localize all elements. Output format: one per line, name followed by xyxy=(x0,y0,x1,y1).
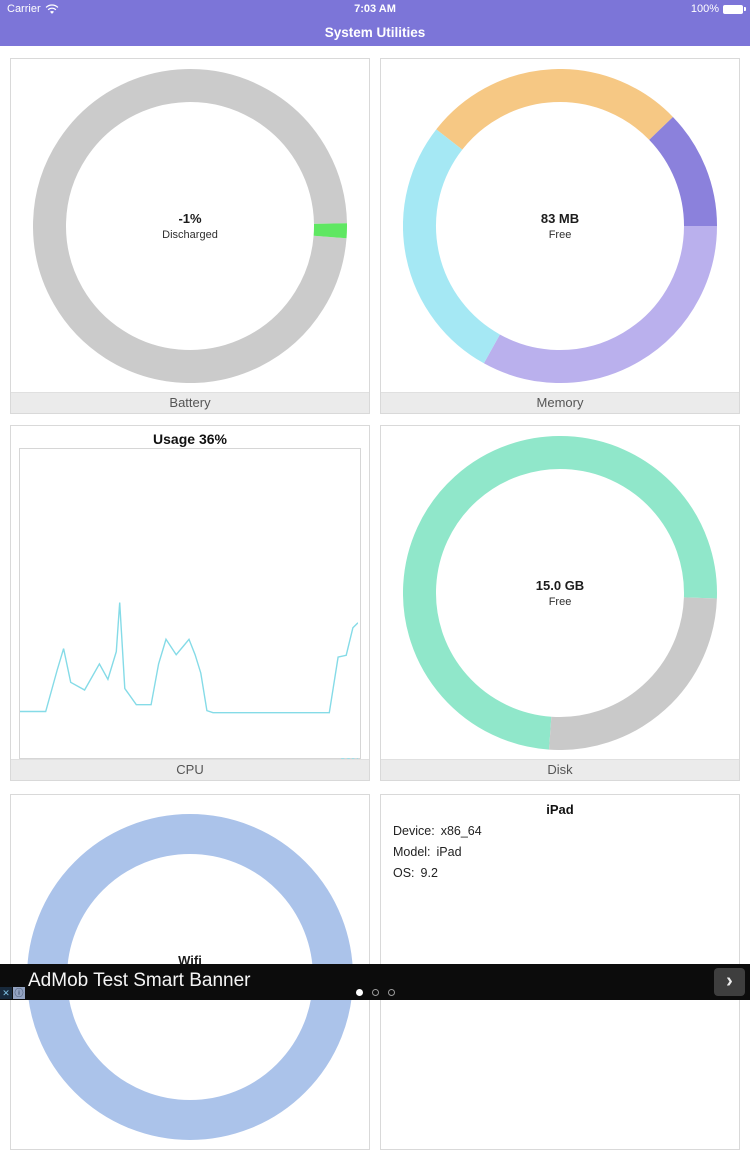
battery-donut-chart-svg xyxy=(33,69,347,383)
clock: 7:03 AM xyxy=(354,3,396,15)
model-row: Model: iPad xyxy=(393,842,727,863)
memory-card-footer: Memory xyxy=(381,392,739,413)
disk-card[interactable]: 15.0 GB Free Disk xyxy=(380,425,740,781)
memory-donut-chart xyxy=(403,69,717,388)
os-label: OS: xyxy=(393,866,415,880)
cpu-usage-title: Usage 36% xyxy=(153,431,227,447)
ad-close-icon[interactable]: ✕ xyxy=(0,987,12,999)
page-dot-1[interactable] xyxy=(371,989,379,996)
battery-percent-label: 100% xyxy=(690,3,719,15)
ad-banner-title: AdMob Test Smart Banner xyxy=(28,970,251,991)
os-value: 9.2 xyxy=(420,866,438,880)
status-bar: Carrier 7:03 AM 100% xyxy=(0,0,750,18)
device-info-rows: Device: x86_64 Model: iPad OS: 9.2 xyxy=(393,821,727,884)
disk-donut-chart-svg xyxy=(403,436,717,750)
battery-donut-chart xyxy=(33,69,347,388)
ad-choices-badges: ✕ ⓘ xyxy=(0,987,25,999)
disk-card-footer: Disk xyxy=(381,759,739,780)
battery-icon xyxy=(723,4,746,14)
cpu-line-chart xyxy=(19,448,361,759)
cpu-card[interactable]: Usage 36% 36% CPU xyxy=(10,425,370,781)
cpu-card-footer: CPU xyxy=(11,759,369,780)
memory-card[interactable]: 83 MB Free Memory xyxy=(380,58,740,414)
page-dot-0[interactable] xyxy=(355,989,363,996)
device-label: Device: xyxy=(393,824,435,838)
battery-card[interactable]: -1% Discharged Battery xyxy=(10,58,370,414)
ad-open-chevron-button[interactable]: › xyxy=(714,968,745,996)
wifi-icon xyxy=(45,3,59,14)
disk-donut-chart xyxy=(403,436,717,755)
device-name-title: iPad xyxy=(546,802,574,817)
carrier-label: Carrier xyxy=(7,3,41,15)
model-value: iPad xyxy=(436,845,462,859)
model-label: Model: xyxy=(393,845,431,859)
memory-donut-chart-svg xyxy=(403,69,717,383)
device-value: x86_64 xyxy=(440,824,482,838)
os-row: OS: 9.2 xyxy=(393,863,727,884)
page-dot-2[interactable] xyxy=(387,989,395,996)
page-control xyxy=(0,989,750,996)
device-row: Device: x86_64 xyxy=(393,821,727,842)
page-title: System Utilities xyxy=(324,24,426,40)
ad-info-icon[interactable]: ⓘ xyxy=(13,987,25,999)
nav-bar: System Utilities xyxy=(0,18,750,46)
cpu-usage-polyline xyxy=(20,602,359,714)
battery-card-footer: Battery xyxy=(11,392,369,413)
